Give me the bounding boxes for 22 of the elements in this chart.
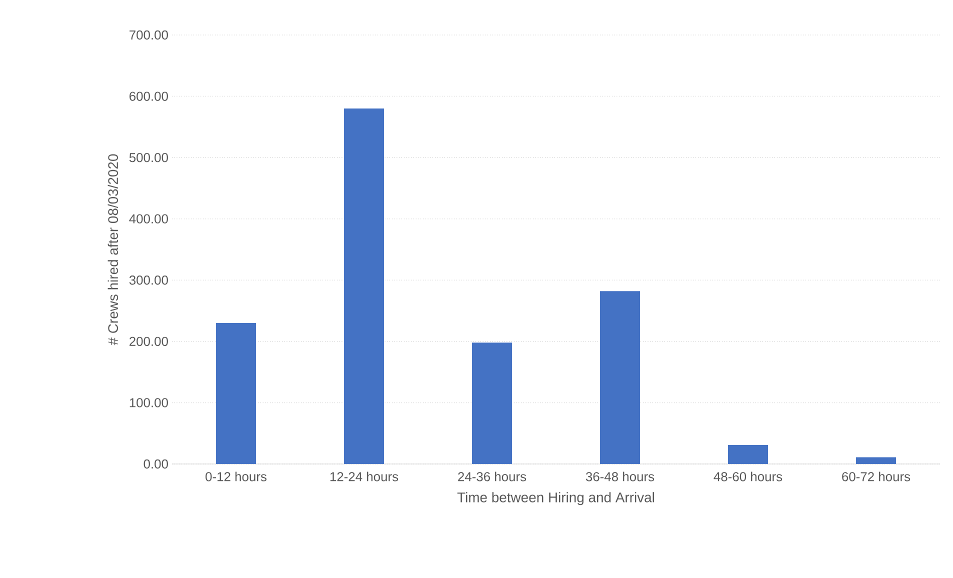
bar xyxy=(344,108,384,464)
y-tick-label: 500.00 xyxy=(129,152,168,162)
x-axis-title: Time between Hiring and Arrival xyxy=(457,492,654,506)
bar xyxy=(216,323,256,464)
y-tick-label: 200.00 xyxy=(130,336,168,346)
x-tick-label: 0-12 hours xyxy=(206,472,266,482)
y-tick-label: 0.00 xyxy=(144,459,168,469)
x-tick-label: 24-36 hours xyxy=(458,472,526,482)
x-tick-label: 60-72 hours xyxy=(842,472,910,482)
x-tick-label: 48-60 hours xyxy=(714,472,782,482)
bar xyxy=(728,444,768,464)
y-axis-title: # Crews hired after 08/03/2020 xyxy=(108,154,118,346)
y-tick-label: 300.00 xyxy=(129,276,168,285)
bar xyxy=(600,291,640,464)
x-tick-label: 12-24 hours xyxy=(330,472,398,482)
y-tick-label: 100.00 xyxy=(130,398,168,408)
y-tick-label: 600.00 xyxy=(130,92,168,101)
y-tick-label: 400.00 xyxy=(129,214,168,224)
bar xyxy=(856,457,896,464)
x-tick-label: 36-48 hours xyxy=(586,472,654,482)
y-tick-label: 700.00 xyxy=(130,30,168,40)
bar xyxy=(472,342,512,464)
